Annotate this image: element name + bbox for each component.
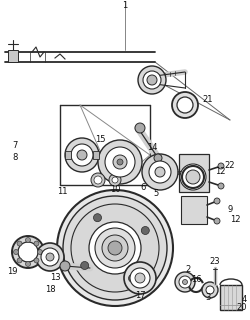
Circle shape — [186, 170, 200, 184]
Circle shape — [65, 138, 99, 172]
Circle shape — [94, 214, 102, 222]
Circle shape — [95, 228, 135, 268]
Text: 3: 3 — [205, 293, 211, 302]
Circle shape — [138, 66, 166, 94]
Bar — [93, 151, 99, 159]
Circle shape — [180, 164, 206, 190]
Circle shape — [14, 250, 18, 254]
Circle shape — [113, 155, 127, 169]
Circle shape — [218, 163, 224, 169]
Circle shape — [108, 241, 122, 255]
Circle shape — [202, 282, 218, 298]
Circle shape — [57, 190, 173, 306]
Text: 12: 12 — [215, 167, 225, 177]
Circle shape — [94, 176, 102, 184]
Circle shape — [112, 177, 118, 183]
Circle shape — [149, 161, 171, 183]
Text: 21: 21 — [203, 95, 213, 105]
Circle shape — [102, 235, 128, 261]
Circle shape — [34, 241, 39, 246]
Circle shape — [105, 147, 135, 177]
Circle shape — [89, 222, 141, 274]
Circle shape — [147, 75, 157, 85]
Circle shape — [17, 241, 22, 246]
Circle shape — [135, 123, 145, 133]
Circle shape — [71, 144, 93, 166]
Text: 6: 6 — [140, 182, 146, 191]
Text: 15: 15 — [95, 135, 105, 145]
Circle shape — [218, 183, 224, 189]
Text: 8: 8 — [12, 153, 18, 162]
Circle shape — [182, 279, 188, 284]
Circle shape — [60, 261, 70, 271]
Circle shape — [143, 71, 161, 89]
Circle shape — [128, 274, 136, 282]
Circle shape — [26, 261, 30, 267]
Circle shape — [63, 196, 167, 300]
Text: 22: 22 — [225, 161, 235, 170]
Text: 4: 4 — [242, 295, 246, 305]
Text: 18: 18 — [45, 285, 55, 294]
Circle shape — [18, 242, 38, 262]
Circle shape — [172, 92, 198, 118]
Circle shape — [155, 167, 165, 177]
Circle shape — [71, 204, 159, 292]
Circle shape — [175, 272, 195, 292]
Bar — [179, 154, 209, 192]
Circle shape — [177, 97, 193, 113]
Circle shape — [154, 154, 162, 162]
Circle shape — [124, 262, 156, 294]
Circle shape — [142, 154, 178, 190]
Text: 13: 13 — [50, 274, 60, 283]
Text: 14: 14 — [147, 143, 157, 153]
Circle shape — [26, 237, 30, 243]
Text: 7: 7 — [12, 140, 18, 149]
Bar — [65, 151, 71, 159]
Circle shape — [46, 253, 54, 261]
Circle shape — [214, 198, 220, 204]
Text: 2: 2 — [186, 266, 191, 275]
Circle shape — [36, 243, 64, 271]
Circle shape — [214, 218, 220, 224]
Circle shape — [206, 286, 214, 294]
Text: 19: 19 — [7, 268, 17, 276]
Circle shape — [77, 150, 87, 160]
Circle shape — [98, 140, 142, 184]
Text: 12: 12 — [230, 215, 240, 225]
Text: 17: 17 — [135, 291, 145, 300]
Circle shape — [17, 258, 22, 263]
Text: 9: 9 — [228, 205, 232, 214]
Text: 11: 11 — [57, 188, 67, 196]
Circle shape — [130, 268, 150, 288]
Circle shape — [117, 159, 123, 165]
Circle shape — [109, 174, 121, 186]
Circle shape — [12, 236, 44, 268]
Text: 20: 20 — [237, 303, 247, 313]
Circle shape — [135, 273, 145, 283]
Circle shape — [81, 261, 89, 269]
Text: 16: 16 — [191, 276, 201, 284]
Circle shape — [34, 258, 39, 263]
Circle shape — [179, 276, 191, 288]
Circle shape — [38, 250, 43, 254]
Text: 10: 10 — [110, 186, 120, 195]
Circle shape — [141, 227, 149, 235]
Text: 5: 5 — [154, 189, 159, 198]
Text: 1: 1 — [122, 2, 128, 11]
Circle shape — [91, 173, 105, 187]
Text: 23: 23 — [210, 258, 220, 267]
Bar — [181, 196, 207, 224]
Circle shape — [41, 248, 59, 266]
Bar — [8, 50, 18, 62]
Bar — [220, 285, 242, 310]
